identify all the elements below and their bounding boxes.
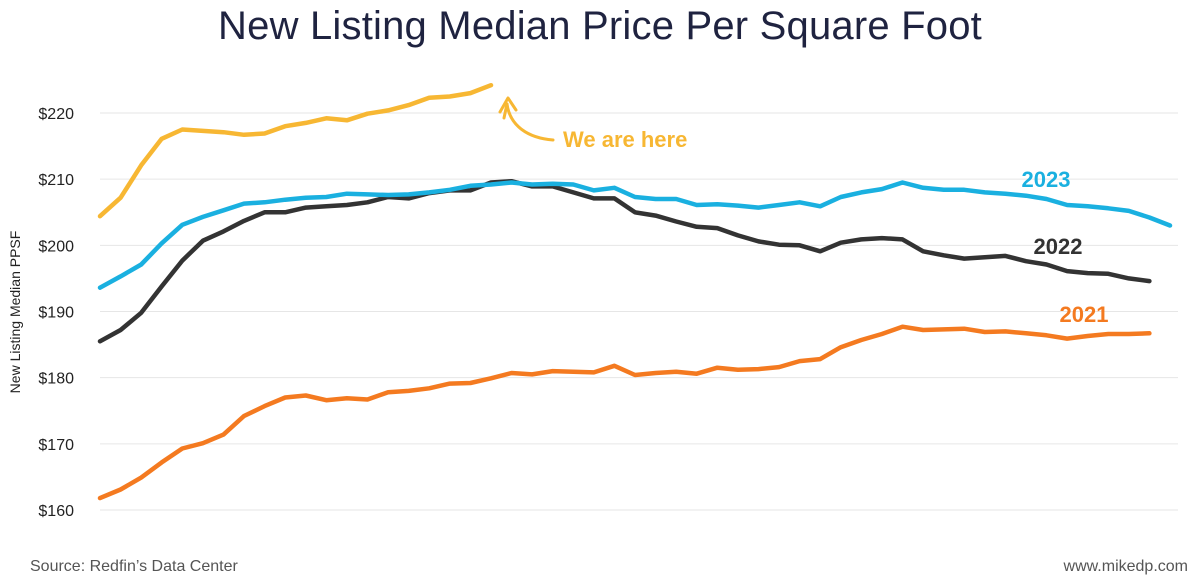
y-tick-label: $180 xyxy=(38,371,74,388)
annotation-tick-mark xyxy=(502,102,509,120)
annotation-we-are-here: We are here xyxy=(498,96,687,152)
gridlines xyxy=(100,112,1178,511)
y-tick-label: $190 xyxy=(38,305,74,322)
series-lines xyxy=(97,82,1173,501)
y-axis-label: New Listing Median PPSF xyxy=(7,231,23,394)
y-tick-label: $220 xyxy=(38,106,74,123)
series-line-2021 xyxy=(97,324,1152,501)
y-tick-label: $200 xyxy=(38,238,74,255)
annotation-text: We are here xyxy=(563,127,687,152)
y-tick-label: $210 xyxy=(38,172,74,189)
site-credit: www.mikedp.com xyxy=(1063,558,1188,575)
series-label-2021: 2021 xyxy=(1060,302,1109,327)
series-label-2022: 2022 xyxy=(1034,234,1083,259)
y-tick-label: $160 xyxy=(38,503,74,520)
y-tick-label: $170 xyxy=(38,437,74,454)
series-line-current xyxy=(97,82,494,219)
series-line-2023 xyxy=(97,180,1173,290)
annotation-arrow xyxy=(505,102,555,142)
y-axis-ticks: $160 $170 $180 $190 $200 $210 $220 xyxy=(38,106,74,520)
series-labels: 2021 2022 2023 xyxy=(1022,167,1109,327)
series-label-2023: 2023 xyxy=(1022,167,1071,192)
annotation-arrowhead xyxy=(498,96,518,114)
chart-title: New Listing Median Price Per Square Foot xyxy=(218,4,982,48)
series-line-2022 xyxy=(97,178,1152,344)
source-note: Source: Redfin’s Data Center xyxy=(30,558,238,575)
